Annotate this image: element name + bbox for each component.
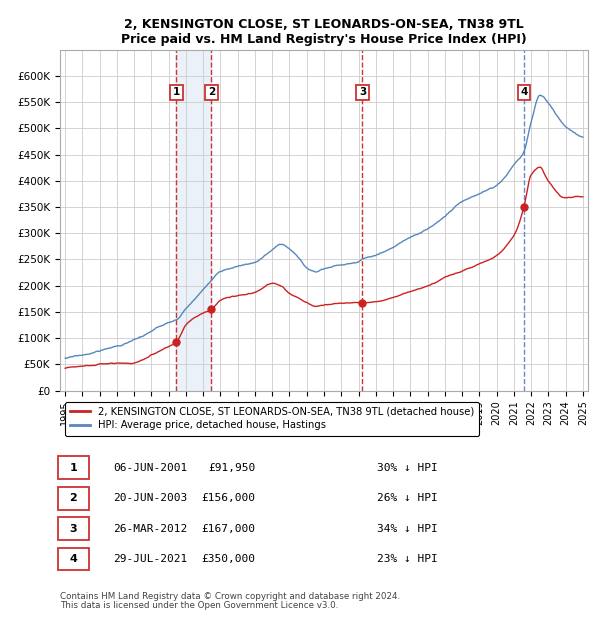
FancyBboxPatch shape — [58, 517, 89, 540]
Text: 23% ↓ HPI: 23% ↓ HPI — [377, 554, 437, 564]
Text: Contains HM Land Registry data © Crown copyright and database right 2024.: Contains HM Land Registry data © Crown c… — [60, 591, 400, 601]
Text: 1: 1 — [70, 463, 77, 472]
Text: £350,000: £350,000 — [202, 554, 256, 564]
FancyBboxPatch shape — [58, 456, 89, 479]
Title: 2, KENSINGTON CLOSE, ST LEONARDS-ON-SEA, TN38 9TL
Price paid vs. HM Land Registr: 2, KENSINGTON CLOSE, ST LEONARDS-ON-SEA,… — [121, 17, 527, 46]
Text: 3: 3 — [359, 87, 366, 97]
Text: 4: 4 — [69, 554, 77, 564]
Text: £167,000: £167,000 — [202, 523, 256, 534]
Legend: 2, KENSINGTON CLOSE, ST LEONARDS-ON-SEA, TN38 9TL (detached house), HPI: Average: 2, KENSINGTON CLOSE, ST LEONARDS-ON-SEA,… — [65, 402, 479, 435]
Text: £91,950: £91,950 — [208, 463, 256, 472]
Text: 2: 2 — [70, 493, 77, 503]
FancyBboxPatch shape — [58, 487, 89, 510]
Text: 30% ↓ HPI: 30% ↓ HPI — [377, 463, 437, 472]
Text: 26-MAR-2012: 26-MAR-2012 — [113, 523, 187, 534]
FancyBboxPatch shape — [58, 547, 89, 570]
Text: 06-JUN-2001: 06-JUN-2001 — [113, 463, 187, 472]
Text: £156,000: £156,000 — [202, 493, 256, 503]
Text: 26% ↓ HPI: 26% ↓ HPI — [377, 493, 437, 503]
Text: 2: 2 — [208, 87, 215, 97]
Text: 1: 1 — [173, 87, 180, 97]
Text: 3: 3 — [70, 523, 77, 534]
Text: This data is licensed under the Open Government Licence v3.0.: This data is licensed under the Open Gov… — [60, 601, 338, 610]
Text: 4: 4 — [520, 87, 527, 97]
Bar — [176, 50, 211, 391]
Text: 20-JUN-2003: 20-JUN-2003 — [113, 493, 187, 503]
Text: 29-JUL-2021: 29-JUL-2021 — [113, 554, 187, 564]
Text: 34% ↓ HPI: 34% ↓ HPI — [377, 523, 437, 534]
